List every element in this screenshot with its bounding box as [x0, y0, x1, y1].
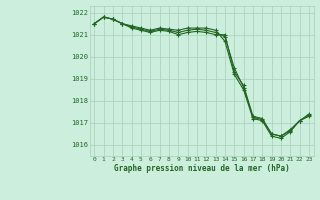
X-axis label: Graphe pression niveau de la mer (hPa): Graphe pression niveau de la mer (hPa)	[114, 164, 290, 173]
